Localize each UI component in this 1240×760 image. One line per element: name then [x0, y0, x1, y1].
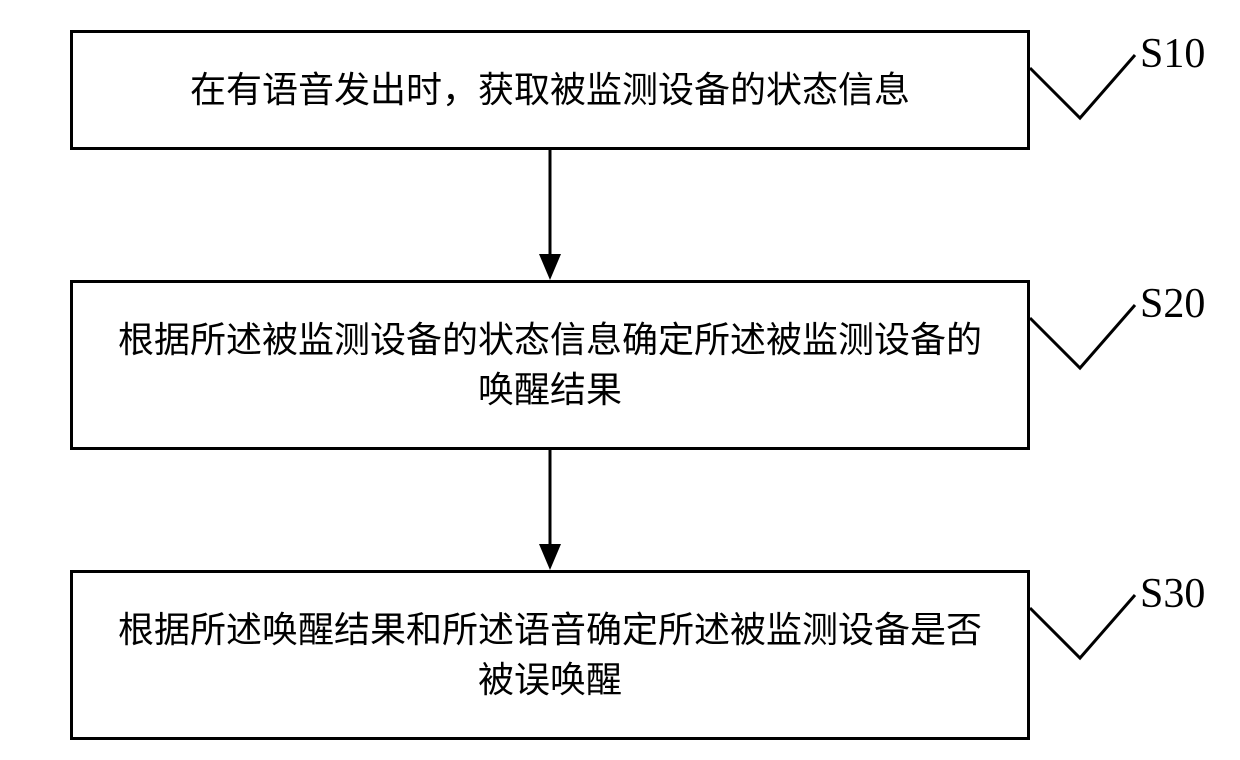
flowchart-canvas: 在有语音发出时，获取被监测设备的状态信息S10根据所述被监测设备的状态信息确定所… — [0, 0, 1240, 760]
callout-n3 — [0, 0, 1240, 760]
